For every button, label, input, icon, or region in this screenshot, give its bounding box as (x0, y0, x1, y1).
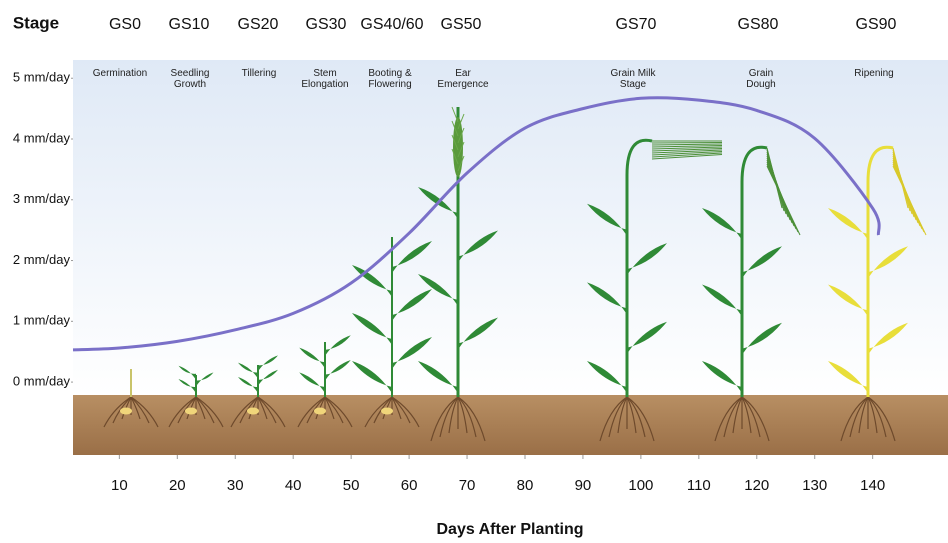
stage-code: GS40/60 (360, 16, 423, 33)
seed (314, 408, 326, 415)
x-tick-label: 90 (575, 477, 592, 494)
stage-label: Grain Dough (741, 68, 781, 90)
stage-label: Seedling Growth (163, 68, 218, 90)
stage-code: GS80 (738, 16, 779, 33)
x-tick-label: 20 (169, 477, 186, 494)
stage-code: GS20 (238, 16, 279, 33)
stage-label: Germination (80, 68, 160, 79)
y-tick-label: 4 mm/day (13, 130, 71, 145)
x-tick-label: 120 (744, 477, 769, 494)
seed (247, 408, 259, 415)
seed (381, 408, 393, 415)
x-tick-label: 50 (343, 477, 360, 494)
x-tick-label: 40 (285, 477, 302, 494)
stage-code: GS50 (441, 16, 482, 33)
awn (652, 143, 722, 144)
y-tick-label: 1 mm/day (13, 313, 71, 328)
y-tick-label: 5 mm/day (13, 70, 71, 85)
x-tick-label: 60 (401, 477, 418, 494)
stage-code: GS10 (169, 16, 210, 33)
y-tick-label: 2 mm/day (13, 252, 71, 267)
x-tick-label: 140 (860, 477, 885, 494)
sky (73, 60, 948, 395)
x-tick-label: 110 (687, 477, 711, 494)
y-tick-label: 0 mm/day (13, 374, 71, 389)
stage-code: GS70 (616, 16, 657, 33)
x-tick-label: 10 (111, 477, 128, 494)
x-tick-label: 80 (517, 477, 534, 494)
stage-label: Stem Elongation (298, 68, 353, 90)
stage-label: Tillering (229, 68, 289, 79)
page: Stage Days After Planting 0 mm/day 1 mm/d… (0, 0, 948, 543)
seed (185, 408, 197, 415)
stage-heading: Stage (13, 13, 59, 32)
x-tick-label: 100 (628, 477, 653, 494)
stage-code: GS0 (109, 16, 141, 33)
x-axis-label: Days After Planting (437, 521, 584, 538)
seed (120, 408, 132, 415)
y-tick-label: 3 mm/day (13, 191, 71, 206)
stage-label: Ripening (844, 68, 904, 79)
stage-code: GS90 (856, 16, 897, 33)
stage-label: Ear Emergence (433, 68, 493, 90)
x-tick-label: 70 (459, 477, 476, 494)
x-tick-label: 30 (227, 477, 244, 494)
stage-label: Grain Milk Stage (602, 68, 664, 90)
stage-label: Booting & Flowering (360, 68, 420, 90)
stage-code: GS30 (306, 16, 347, 33)
x-tick-label: 130 (802, 477, 827, 494)
